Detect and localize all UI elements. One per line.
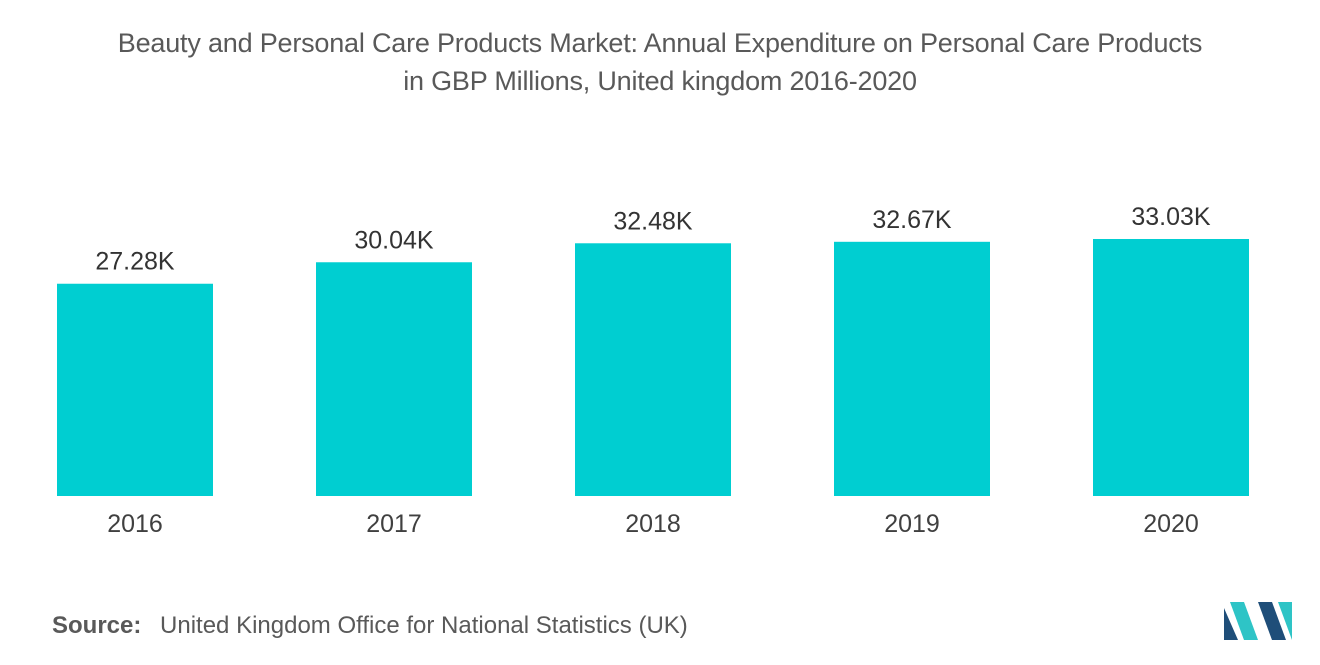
source-text: United Kingdom Office for National Stati… [160, 612, 688, 639]
source-note: Source: United Kingdom Office for Nation… [52, 612, 688, 640]
value-label-2017: 30.04K [354, 226, 434, 254]
source-label: Source: [52, 612, 142, 639]
mordor-intelligence-logo-icon [1224, 602, 1292, 640]
x-tick-label-2018: 2018 [625, 510, 681, 538]
bar-2017 [316, 262, 472, 496]
chart-title-line-1: Beauty and Personal Care Products Market… [117, 28, 1203, 58]
value-label-2019: 32.67K [872, 206, 952, 234]
x-tick-label-2017: 2017 [366, 510, 422, 538]
chart-title-line-2: in GBP Millions, United kingdom 2016-202… [403, 66, 917, 96]
bar-2016 [57, 283, 213, 496]
value-label-2018: 32.48K [613, 207, 693, 235]
bar-2020 [1093, 239, 1249, 496]
chart-title: Beauty and Personal Care Products Market… [0, 24, 1320, 100]
logo-shape-mid-right [1258, 602, 1286, 640]
x-tick-label-2019: 2019 [884, 510, 940, 538]
logo-shape-right [1278, 602, 1292, 640]
x-tick-label-2020: 2020 [1143, 510, 1199, 538]
logo-shape-left [1224, 608, 1238, 640]
logo-shape-mid-left [1230, 602, 1258, 640]
value-label-2020: 33.03K [1131, 203, 1211, 231]
bar-2018 [575, 243, 731, 496]
value-label-group: 27.28K 30.04K 32.48K 32.67K 33.03K [95, 203, 1211, 276]
x-axis-tick-labels: 2016 2017 2018 2019 2020 [107, 510, 1199, 538]
bar-2019 [834, 241, 990, 496]
value-label-2016: 27.28K [95, 248, 175, 276]
x-tick-label-2016: 2016 [107, 510, 163, 538]
bar-group [57, 239, 1249, 496]
